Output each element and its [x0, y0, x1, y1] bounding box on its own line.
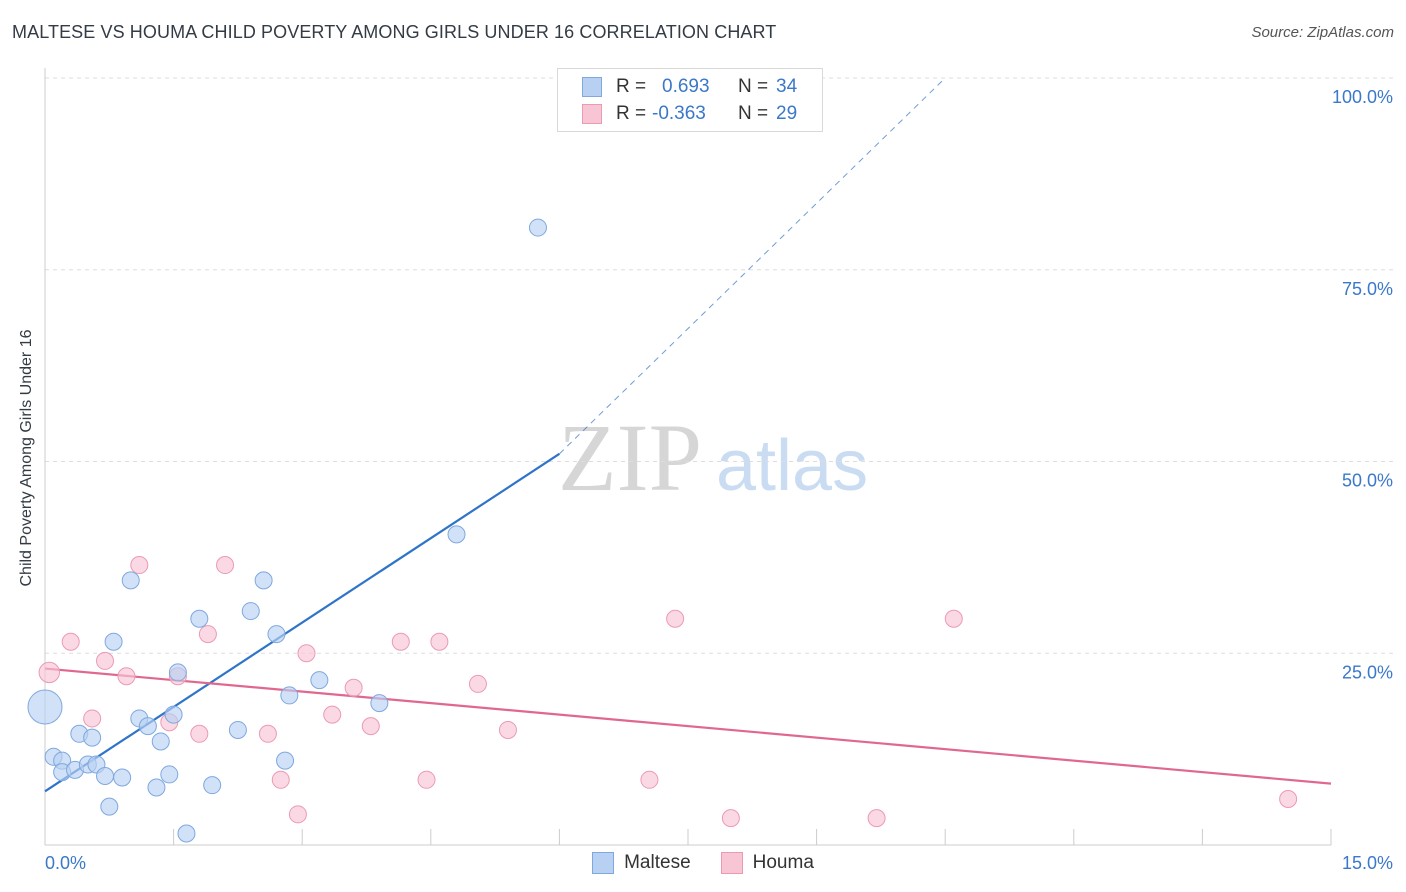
watermark-atlas: atlas: [716, 426, 868, 506]
watermark: ZIP atlas: [558, 404, 868, 511]
legend-r-label: R =: [616, 76, 647, 97]
legend-item-maltese: Maltese: [592, 852, 691, 874]
legend-r-value: 0.693: [662, 76, 710, 97]
houma-swatch: [582, 104, 602, 124]
houma-point: [344, 678, 363, 697]
houma-point: [944, 609, 963, 628]
houma-legend-swatch: [720, 852, 743, 874]
maltese-point: [310, 671, 329, 690]
chart-title: MALTESE VS HOUMA CHILD POVERTY AMONG GIR…: [12, 22, 777, 42]
houma-point: [323, 705, 342, 724]
houma-point: [258, 724, 277, 743]
legend-r-value: -0.363: [652, 103, 706, 124]
maltese-point: [254, 571, 273, 590]
houma-point: [498, 720, 517, 739]
houma-point: [430, 632, 449, 651]
legend-row-maltese: R = 0.693 N = 34: [582, 74, 797, 100]
houma-point: [38, 661, 60, 684]
maltese-point: [267, 625, 286, 644]
legend-n-value: 29: [776, 103, 798, 124]
maltese-point: [280, 686, 299, 705]
houma-legend-label: Houma: [752, 852, 814, 873]
houma-point: [1279, 789, 1298, 808]
legend-n-value: 34: [776, 76, 798, 97]
maltese-point: [27, 689, 63, 725]
tick-labels: 25.0% 50.0% 75.0% 100.0% 0.0% 15.0%: [45, 87, 1393, 873]
houma-point: [666, 609, 685, 628]
y-tick-label: 100.0%: [1332, 87, 1393, 107]
correlation-legend: R = 0.693 N = 34 R = -0.363 N = 29: [557, 68, 823, 132]
houma-point: [391, 632, 410, 651]
maltese-point: [370, 694, 389, 713]
houma-point: [61, 632, 80, 651]
maltese-point: [104, 632, 123, 651]
maltese-point: [151, 732, 170, 751]
grid: [45, 77, 1396, 654]
y-tick-label: 75.0%: [1342, 279, 1393, 299]
x-tick-label: 0.0%: [45, 853, 86, 873]
maltese-point: [528, 218, 547, 237]
houma-point: [190, 724, 209, 743]
maltese-point: [164, 705, 183, 724]
maltese-point: [121, 571, 140, 590]
legend-n-label: N =: [738, 76, 769, 97]
legend-n-label: N =: [738, 103, 769, 124]
y-tick-label: 50.0%: [1342, 471, 1393, 491]
maltese-point: [147, 778, 166, 797]
maltese-point: [203, 776, 222, 795]
maltese-point: [83, 728, 102, 747]
maltese-legend-swatch: [592, 852, 615, 874]
trend-lines: [44, 77, 1332, 793]
maltese-swatch: [582, 77, 602, 97]
watermark-zip: ZIP: [558, 404, 702, 511]
houma-point: [288, 805, 307, 824]
legend-row-houma: R = -0.363 N = 29: [582, 101, 797, 127]
houma-point: [96, 651, 115, 670]
maltese-point: [228, 720, 247, 739]
maltese-point: [160, 765, 179, 784]
houma-point: [271, 770, 290, 789]
houma-point: [83, 709, 102, 728]
houma-point: [216, 556, 235, 575]
maltese-point: [100, 797, 119, 816]
legend-item-houma: Houma: [720, 852, 814, 874]
maltese-point: [190, 609, 209, 628]
houma-point: [117, 667, 136, 686]
houma-point: [198, 625, 217, 644]
series-legend: Maltese Houma: [0, 852, 1406, 874]
maltese-point: [276, 751, 295, 770]
x-tick-label: 15.0%: [1342, 853, 1393, 873]
maltese-point: [177, 824, 196, 843]
houma-trend-line: [44, 667, 1332, 785]
maltese-point: [447, 525, 466, 544]
houma-point: [468, 674, 487, 693]
data-points: [27, 218, 1298, 843]
houma-point: [130, 556, 149, 575]
source-credit: Source: ZipAtlas.com: [1251, 24, 1394, 41]
houma-point: [417, 770, 436, 789]
maltese-trend-line: [44, 452, 561, 793]
maltese-trend-extension: [559, 77, 946, 455]
y-tick-label: 25.0%: [1342, 662, 1393, 682]
maltese-point: [113, 768, 132, 787]
houma-point: [867, 809, 886, 828]
maltese-point: [138, 717, 157, 736]
maltese-legend-label: Maltese: [624, 852, 691, 873]
houma-point: [721, 809, 740, 828]
houma-point: [297, 644, 316, 663]
maltese-point: [168, 663, 187, 682]
maltese-point: [241, 602, 260, 621]
legend-r-label: R =: [616, 103, 647, 124]
houma-point: [640, 770, 659, 789]
maltese-point: [96, 766, 115, 785]
houma-point: [361, 717, 380, 736]
